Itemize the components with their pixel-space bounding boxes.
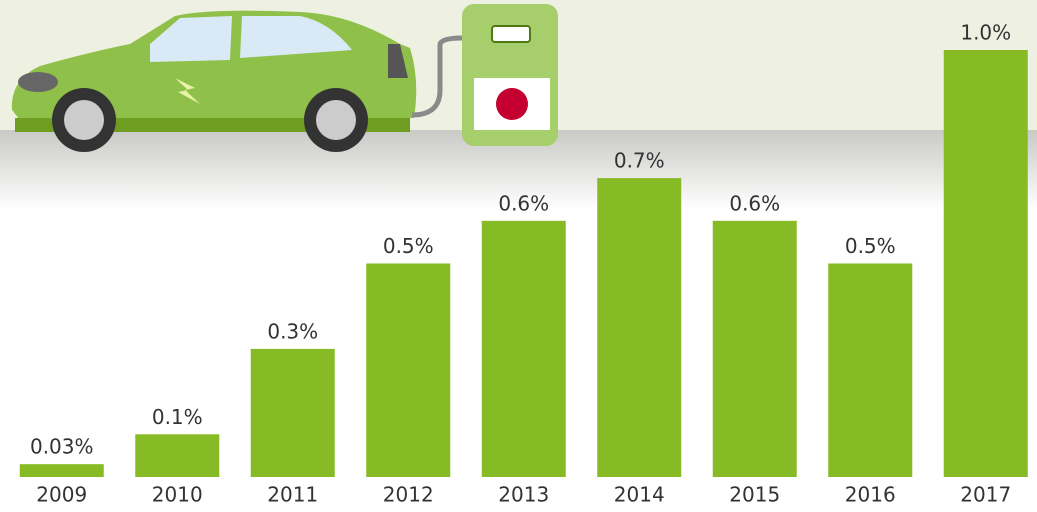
bar — [482, 221, 566, 477]
value-label: 0.6% — [729, 191, 780, 215]
x-tick-label: 2011 — [267, 483, 318, 507]
bar — [251, 349, 335, 477]
x-tick-label: 2010 — [152, 483, 203, 507]
bar — [597, 178, 681, 477]
x-tick-label: 2015 — [729, 483, 780, 507]
x-tick-label: 2017 — [960, 483, 1011, 507]
page: 0.03% 2009 0.1% 2010 0.3% 2011 0.5% 2012 0.6% 201… — [0, 0, 1037, 512]
value-label: 0.5% — [845, 234, 896, 258]
bar — [713, 221, 797, 477]
chart: 0.03% 2009 0.1% 2010 0.3% 2011 0.5% 2012 0.6% 201… — [0, 0, 1037, 512]
value-label: 0.5% — [383, 234, 434, 258]
bar — [135, 434, 219, 477]
bar — [366, 264, 450, 478]
x-tick-label: 2014 — [614, 483, 665, 507]
bar — [944, 50, 1028, 477]
value-label: 0.7% — [614, 149, 665, 173]
x-tick-label: 2009 — [36, 483, 87, 507]
x-tick-label: 2013 — [498, 483, 549, 507]
bar — [828, 264, 912, 478]
value-label: 0.6% — [498, 191, 549, 215]
value-label: 1.0% — [960, 21, 1011, 45]
x-tick-label: 2016 — [845, 483, 896, 507]
value-label: 0.1% — [152, 405, 203, 429]
bar — [20, 464, 104, 477]
x-tick-label: 2012 — [383, 483, 434, 507]
value-label: 0.3% — [267, 319, 318, 343]
value-label: 0.03% — [30, 435, 94, 459]
